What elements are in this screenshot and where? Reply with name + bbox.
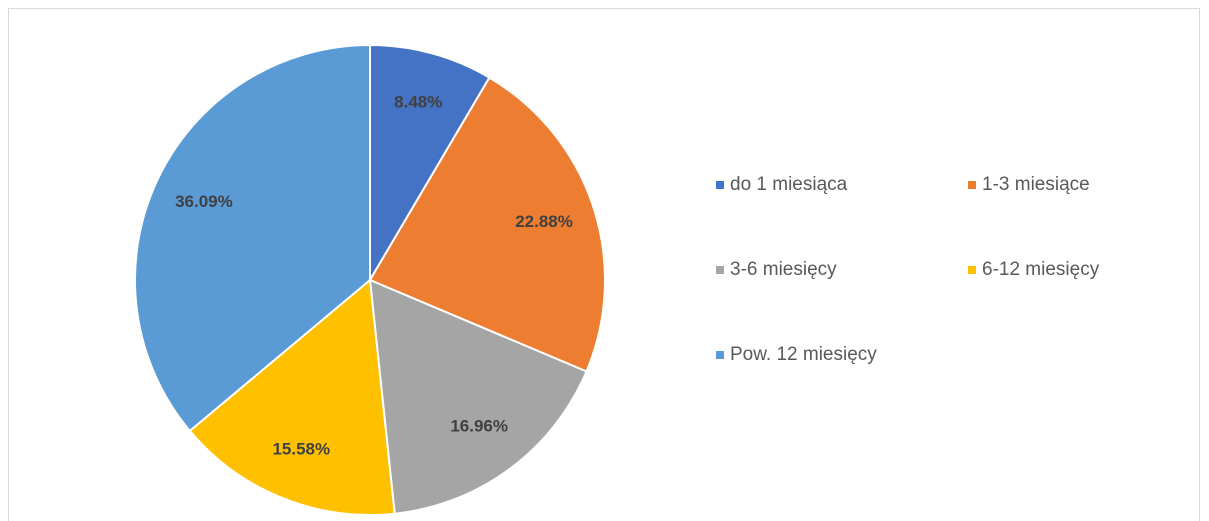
data-label: 22.88% [515, 212, 573, 231]
pie-slice [369, 43, 491, 284]
legend-swatch [716, 181, 724, 189]
data-label: 15.58% [272, 439, 330, 458]
legend-swatch [716, 351, 724, 359]
pie-slice [134, 43, 371, 433]
legend-swatch [716, 266, 724, 274]
legend-label: 3-6 miesięcy [730, 259, 837, 280]
legend-label: 6-12 miesięcy [982, 259, 1100, 280]
legend-label: 1-3 miesiące [982, 174, 1090, 195]
legend-label: Pow. 12 miesięcy [730, 344, 877, 365]
data-label: 16.96% [450, 417, 508, 436]
legend-swatch [968, 181, 976, 189]
pie-slice [188, 278, 396, 516]
pie-slice [368, 76, 606, 373]
data-label: 8.48% [394, 93, 442, 112]
legend-swatch [968, 266, 976, 274]
data-label: 36.09% [175, 192, 233, 211]
legend-label: do 1 miesiąca [730, 174, 848, 195]
pie-slice [368, 278, 588, 515]
